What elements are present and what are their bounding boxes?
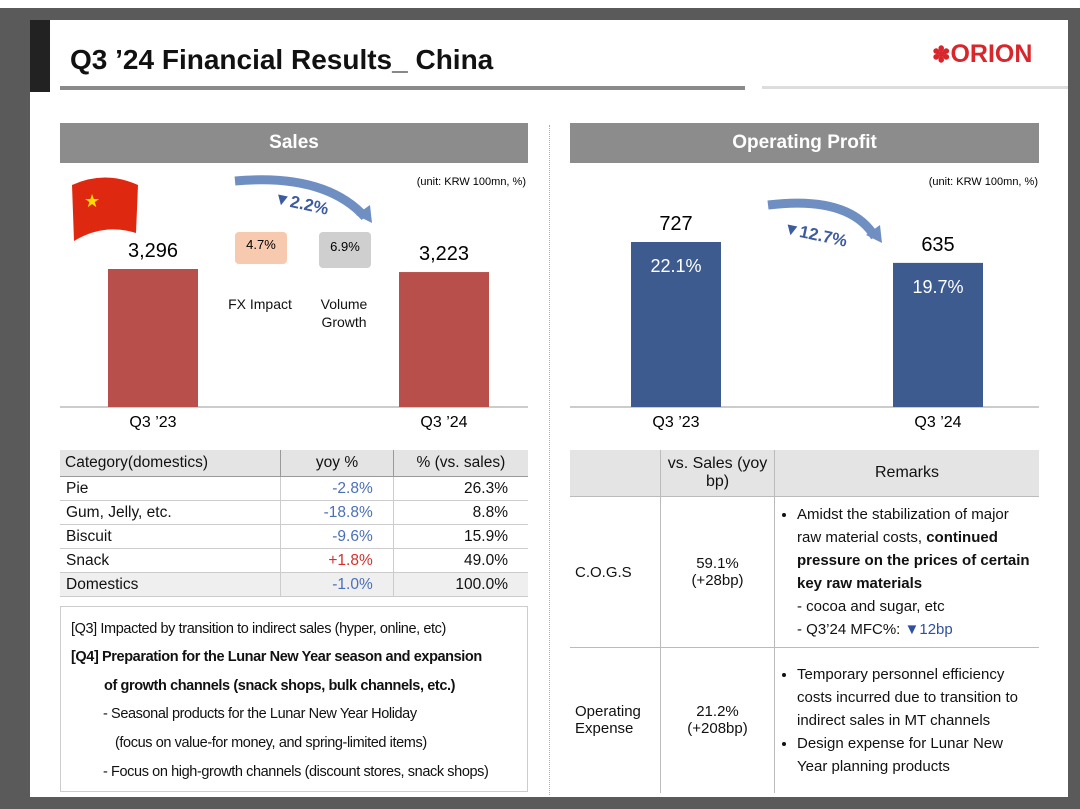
remark-sub: - cocoa and sugar, etc (797, 598, 945, 615)
col-header: vs. Sales (yoy bp) (660, 450, 775, 497)
unit: (unit: KRW 100mn, %) (417, 176, 526, 188)
note: - Seasonal products for the Lunar New Ye… (103, 706, 417, 722)
ratio: 21.2% (696, 703, 739, 721)
margin-label: 22.1% (650, 256, 701, 276)
trend-arrow (234, 175, 369, 221)
value-label: 3,296 (128, 240, 178, 262)
flag: ★ (72, 177, 138, 241)
value-label: 635 (921, 234, 954, 256)
sales-chart: ★ ▼2.2% (unit: KRW 100mn, %) 4.7% 6.9% F… (60, 175, 528, 431)
remark-text: ▼12bp (904, 621, 953, 638)
bar (893, 262, 983, 407)
table-row: Gum, Jelly, etc. -18.8% 8.8% (60, 500, 528, 525)
x-tick-label: Q3 ’23 (129, 414, 176, 431)
bar (399, 272, 489, 407)
table-cell: Pie (60, 476, 282, 501)
driver-name: FX Impact (228, 296, 292, 312)
ratio: 59.1% (696, 555, 739, 572)
remark: Temporary personnel efficiency costs inc… (797, 663, 1035, 732)
title-accent (30, 20, 50, 92)
table-cell: 49.0% (393, 548, 528, 573)
table-row: Biscuit -9.6% 15.9% (60, 524, 528, 549)
table-row: Domestics -1.0% 100.0% (60, 572, 528, 597)
table-cell: 26.3% (393, 476, 528, 501)
row-name: C.O.G.S (570, 496, 661, 648)
bar (108, 269, 198, 407)
table-cell: 8.8% (393, 500, 528, 525)
change: (+208bp) (687, 720, 748, 738)
margin-label: 19.7% (912, 277, 963, 297)
notes-box: [Q3] Impacted by transition to indirect … (60, 606, 528, 792)
arrow-head (866, 225, 882, 243)
col-header: Remarks (774, 450, 1039, 497)
table-row: Pie -2.8% 26.3% (60, 476, 528, 501)
arrow-head (356, 205, 372, 223)
note: [Q4] Preparation for the Lunar New Year … (71, 649, 482, 665)
logo: ✽ORION (932, 40, 1033, 68)
table-cell: -9.6% (280, 524, 394, 549)
table-cell: -18.8% (280, 500, 394, 525)
op-chart: ▼12.7% (unit: KRW 100mn, %) 727 Q3 ’23 22.… (570, 176, 1039, 431)
unit: (unit: KRW 100mn, %) (929, 176, 1038, 188)
table-row: Snack +1.8% 49.0% (60, 548, 528, 573)
remark-text: - Q3’24 MFC%: (797, 621, 905, 638)
sales-table: Category(domestics) yoy %% (vs. sales) Pi… (60, 450, 528, 597)
value-label: 727 (659, 213, 692, 235)
change: (+28bp) (691, 572, 744, 589)
table-cell: -1.0% (280, 572, 394, 597)
table-cell: -2.8% (280, 476, 394, 501)
note: [Q3] Impacted by transition to indirect … (71, 621, 446, 637)
remark-bold: continued pressure on the prices of cert… (797, 529, 1030, 592)
row-name: Operating Expense (570, 647, 661, 793)
op-table: vs. Sales (yoy bp) Remarks C.O.G.S 59.1%(… (570, 450, 1039, 793)
driver-name: Volume Growth (320, 296, 368, 330)
table-cell: 15.9% (393, 524, 528, 549)
table-cell: +1.8% (280, 548, 394, 573)
driver-value: 6.9% (330, 239, 360, 254)
driver-box (235, 232, 287, 264)
change-label: ▼12.7% (781, 219, 849, 251)
table-cell: Biscuit (60, 524, 282, 549)
table-cell: 100.0% (393, 572, 528, 597)
table-cell: Gum, Jelly, etc. (60, 500, 282, 525)
section-header: Sales (60, 123, 528, 163)
driver-box (319, 232, 371, 268)
remark: Amidst the stabilization of major raw ma… (797, 503, 1035, 595)
title-rule (762, 86, 1068, 89)
remark-sub: - Q3’24 MFC%: ▼12bp (779, 618, 1035, 641)
divider (549, 125, 550, 795)
remark-text: Amidst the stabilization of major raw ma… (797, 506, 1009, 546)
bar (631, 242, 721, 407)
col-header: yoy % (280, 450, 394, 477)
trend-arrow (767, 198, 879, 240)
value-label: 3,223 (419, 243, 469, 265)
prev-slide-edge (0, 0, 1080, 8)
col-header: % (vs. sales) (393, 450, 528, 477)
logo-text: ORION (950, 40, 1033, 68)
x-tick-label: Q3 ’24 (420, 414, 467, 431)
table-cell: Snack (60, 548, 282, 573)
note: (focus on value-for money, and spring-li… (115, 735, 427, 751)
note: of growth channels (snack shops, bulk ch… (104, 678, 456, 694)
remark: Design expense for Lunar New Year planni… (797, 732, 1035, 778)
col-header: Category(domestics) (60, 450, 282, 477)
note: - Focus on high-growth channels (discoun… (103, 764, 489, 780)
svg-text:★: ★ (84, 191, 100, 211)
section-header: Operating Profit (570, 123, 1039, 163)
title-rule (60, 86, 745, 90)
driver-value: 4.7% (246, 237, 276, 252)
x-tick-label: Q3 ’23 (652, 414, 699, 431)
x-tick-label: Q3 ’24 (914, 414, 961, 431)
title: Q3 ’24 Financial Results_ China (70, 44, 494, 75)
table-cell: Domestics (60, 572, 282, 597)
